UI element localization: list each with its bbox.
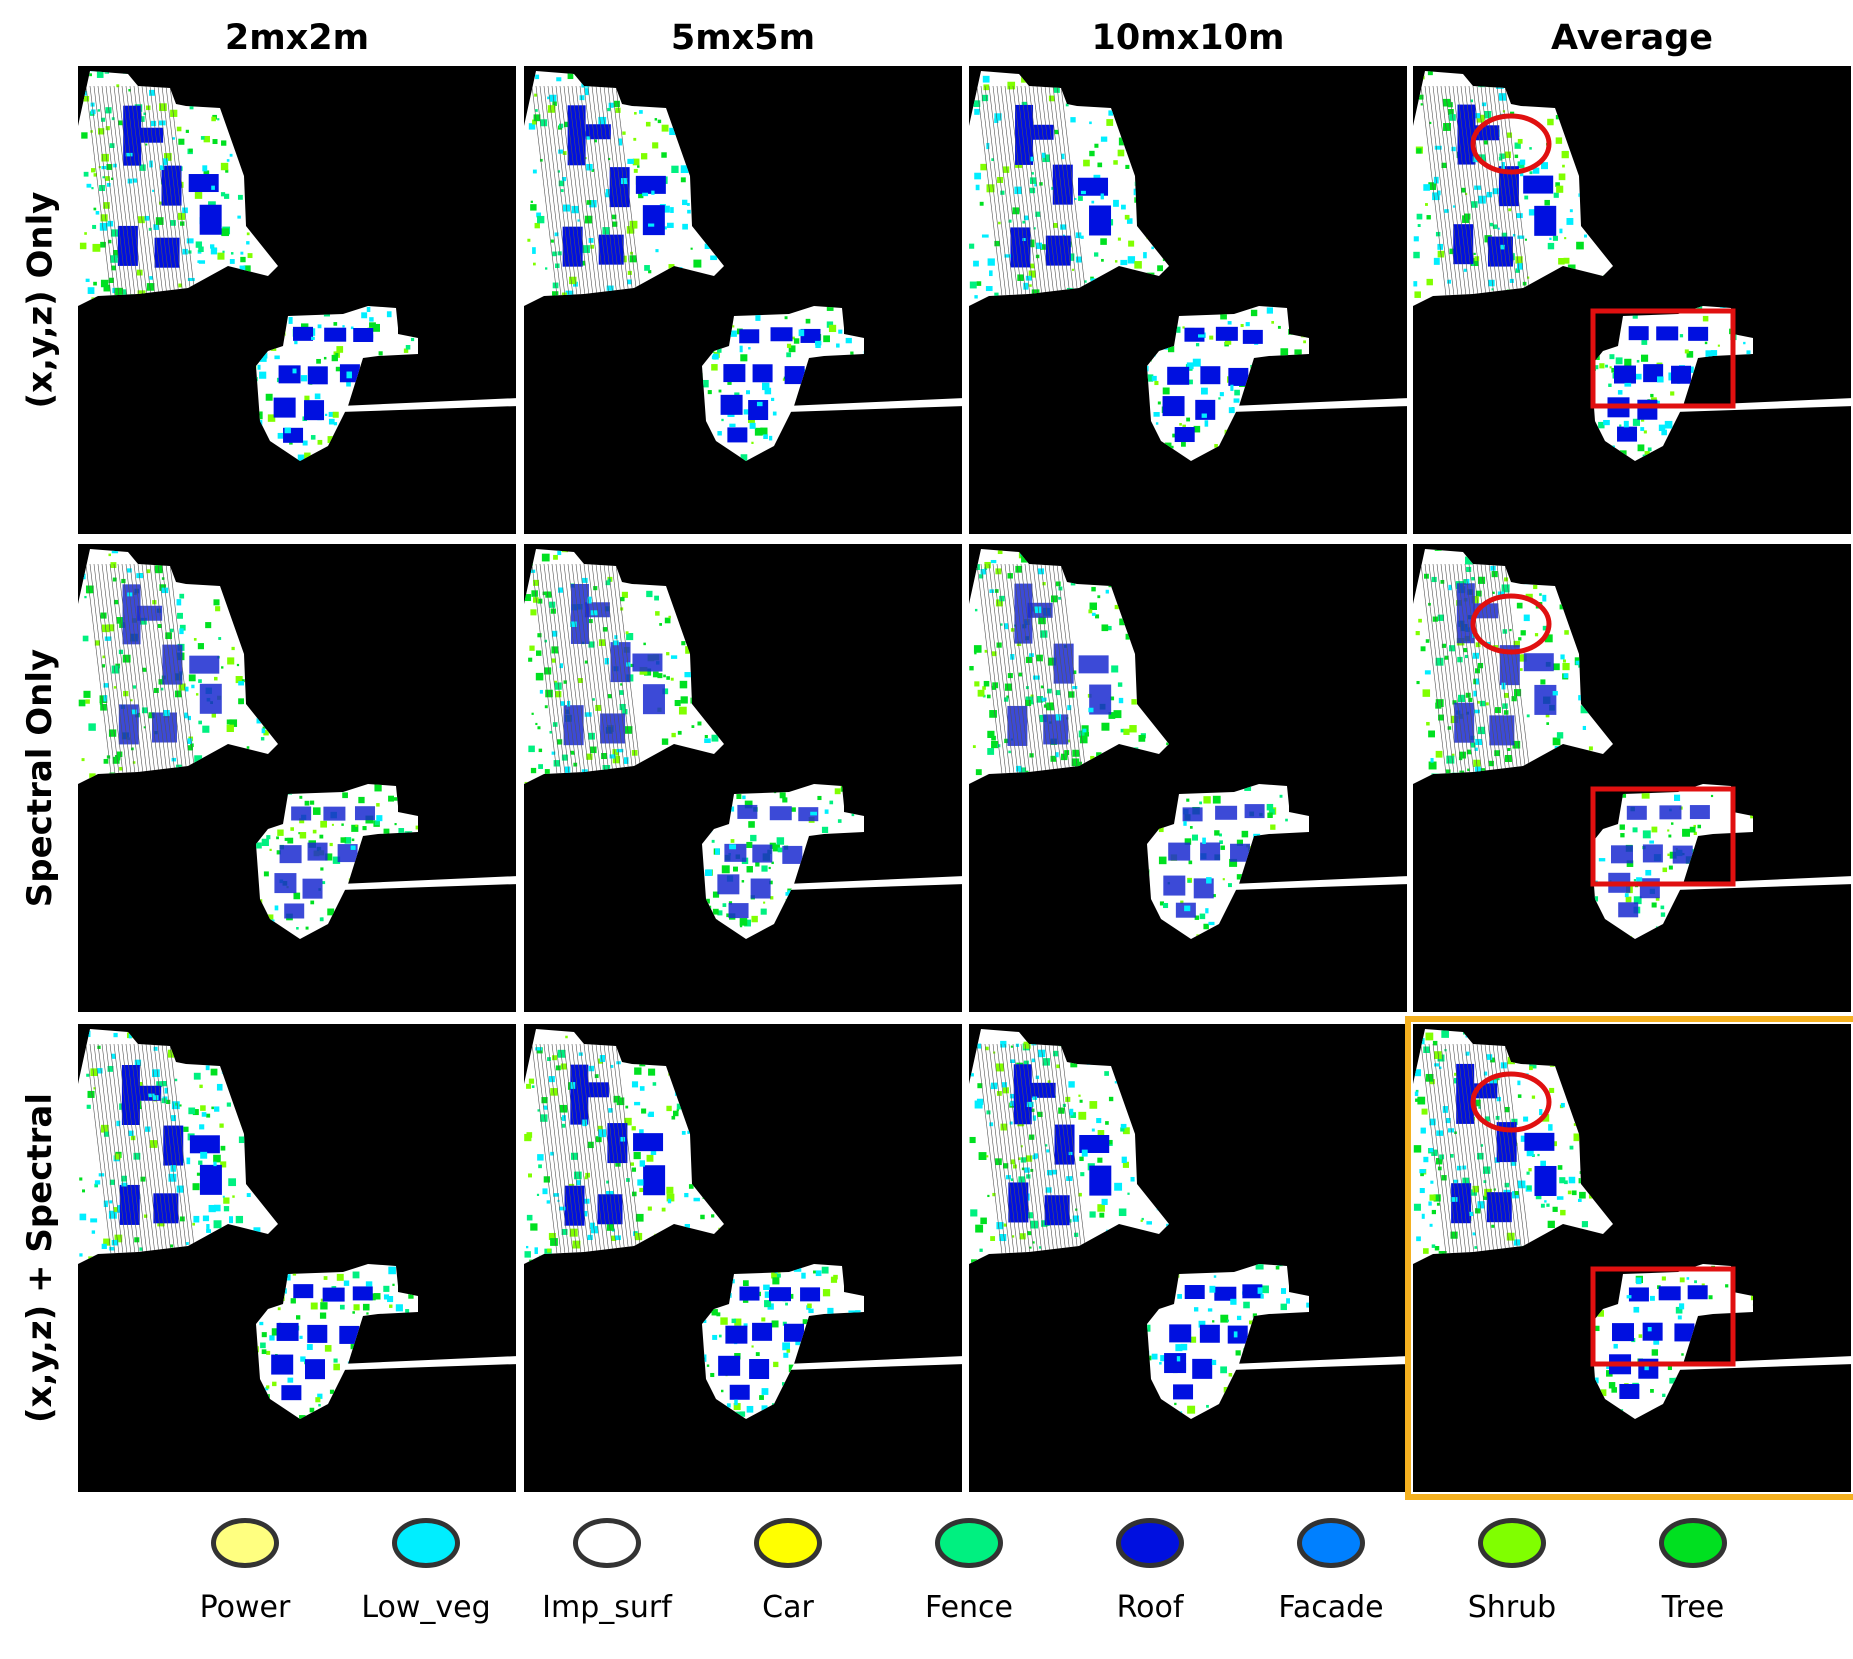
legend-item-car: Car <box>718 1518 858 1625</box>
map-panel <box>78 1024 516 1492</box>
annotation-rectangle <box>1590 786 1736 887</box>
row-label-xyz-only-text: (x,y,z) Only <box>20 191 61 409</box>
lower-region <box>702 306 864 461</box>
classification-map <box>969 1029 1407 1419</box>
map-panel <box>1413 66 1851 534</box>
map-panel <box>524 544 962 1012</box>
shrub-swatch-icon <box>1478 1518 1546 1568</box>
tree-swatch-icon <box>1659 1518 1727 1568</box>
map-panel <box>1413 544 1851 1012</box>
road-strip <box>1675 398 1851 412</box>
legend-item-shrub: Shrub <box>1442 1518 1582 1625</box>
annotation-circle <box>1470 593 1552 655</box>
roof-swatch-icon <box>1116 1518 1184 1568</box>
road-strip <box>340 1356 516 1370</box>
road-strip <box>786 876 962 890</box>
legend-item-low-veg: Low_veg <box>356 1518 496 1625</box>
map-panel <box>78 544 516 1012</box>
lower-region <box>256 306 418 461</box>
fence-swatch-icon <box>935 1518 1003 1568</box>
annotation-rectangle <box>1590 1266 1736 1367</box>
classification-map <box>969 71 1407 461</box>
column-header-5m: 5mx5m <box>670 18 816 58</box>
lower-region <box>1147 784 1309 939</box>
classification-map <box>78 71 516 461</box>
map-panel <box>969 66 1407 534</box>
facade-swatch-icon <box>1297 1518 1365 1568</box>
road-strip <box>786 398 962 412</box>
row-label-xyz-spectral: (x,y,z) + Spectral <box>0 1024 80 1492</box>
legend-label: Roof <box>1116 1590 1184 1625</box>
classification-map <box>1413 549 1851 939</box>
lower-region <box>702 1264 864 1419</box>
legend-label: Tree <box>1661 1590 1725 1625</box>
legend-item-roof: Roof <box>1080 1518 1220 1625</box>
legend-label: Car <box>762 1590 814 1625</box>
map-panel <box>524 1024 962 1492</box>
legend-item-fence: Fence <box>899 1518 1039 1625</box>
classification-map <box>1413 71 1851 461</box>
low-veg-swatch-icon <box>392 1518 460 1568</box>
legend-label: Low_veg <box>361 1590 491 1625</box>
legend-label: Facade <box>1278 1590 1384 1625</box>
legend-item-tree: Tree <box>1623 1518 1763 1625</box>
road-strip <box>1231 398 1407 412</box>
power-swatch-icon <box>211 1518 279 1568</box>
annotation-rectangle <box>1590 308 1736 409</box>
classification-map <box>524 71 962 461</box>
lower-region <box>256 1264 418 1419</box>
imp-surf-swatch-icon <box>573 1518 641 1568</box>
road-strip <box>340 398 516 412</box>
classification-map <box>1413 1029 1851 1419</box>
row-label-spectral-only-text: Spectral Only <box>20 648 61 908</box>
road-strip <box>340 876 516 890</box>
classification-map <box>969 549 1407 939</box>
car-swatch-icon <box>754 1518 822 1568</box>
legend-label: Imp_surf <box>542 1590 672 1625</box>
class-legend: Power Low_veg Imp_surf Car Fence Roof Fa… <box>175 1518 1805 1638</box>
road-strip <box>786 1356 962 1370</box>
classification-map <box>78 549 516 939</box>
row-label-xyz-spectral-text: (x,y,z) + Spectral <box>20 1093 61 1423</box>
map-panel <box>969 544 1407 1012</box>
road-strip <box>1231 876 1407 890</box>
row-label-xyz-only: (x,y,z) Only <box>0 66 80 534</box>
map-panel <box>524 66 962 534</box>
column-header-10m: 10mx10m <box>1091 18 1285 58</box>
classification-map <box>524 1029 962 1419</box>
map-panel <box>78 66 516 534</box>
legend-item-power: Power <box>175 1518 315 1625</box>
annotation-circle <box>1470 113 1552 175</box>
annotation-circle <box>1470 1071 1552 1133</box>
map-panel <box>1405 1016 1853 1500</box>
legend-label: Shrub <box>1467 1590 1557 1625</box>
legend-label: Power <box>199 1590 291 1625</box>
classification-map <box>524 549 962 939</box>
column-header-2m: 2mx2m <box>224 18 370 58</box>
legend-item-facade: Facade <box>1261 1518 1401 1625</box>
road-strip <box>1675 876 1851 890</box>
lower-region <box>1591 784 1753 939</box>
legend-item-imp-surf: Imp_surf <box>537 1518 677 1625</box>
map-panel <box>969 1024 1407 1492</box>
column-header-average: Average <box>1550 18 1714 58</box>
lower-region <box>1147 306 1309 461</box>
road-strip <box>1675 1356 1851 1370</box>
classification-map <box>78 1029 516 1419</box>
legend-label: Fence <box>924 1590 1014 1625</box>
road-strip <box>1231 1356 1407 1370</box>
lower-region <box>1591 1264 1753 1419</box>
row-label-spectral-only: Spectral Only <box>0 544 80 1012</box>
